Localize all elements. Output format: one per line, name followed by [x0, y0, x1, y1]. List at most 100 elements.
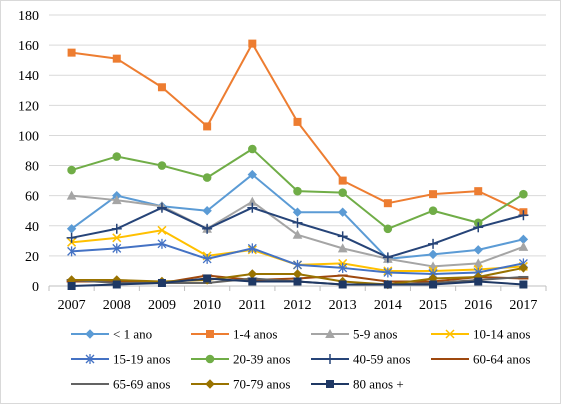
data-point	[157, 161, 167, 170]
data-point	[429, 190, 438, 199]
data-point	[337, 243, 348, 253]
data-point	[428, 206, 438, 216]
legend-item: 40-59 anos	[311, 352, 410, 367]
legend-item: 60-64 anos	[431, 352, 530, 367]
data-point	[247, 269, 258, 279]
y-tick-label: 180	[18, 9, 39, 24]
data-point	[112, 54, 121, 63]
legend-label: 5-9 anos	[353, 327, 397, 342]
x-tick-label: 2009	[148, 298, 176, 313]
data-point	[429, 280, 438, 289]
data-point	[202, 206, 212, 216]
data-point	[338, 176, 347, 185]
x-tick-label: 2016	[464, 298, 492, 313]
legend-label: < 1 ano	[113, 327, 152, 342]
data-point	[247, 169, 258, 180]
legend-marker	[206, 330, 214, 338]
x-tick-label: 2014	[374, 298, 402, 313]
data-point	[338, 188, 347, 197]
data-point	[428, 249, 438, 260]
data-point	[112, 280, 121, 289]
series-6	[66, 202, 529, 263]
series-10	[67, 274, 528, 290]
data-point	[247, 202, 258, 213]
x-tick-label: 2011	[239, 298, 266, 313]
legend-label: 70-79 anos	[233, 377, 290, 392]
series-0	[66, 169, 529, 264]
data-point	[202, 223, 213, 234]
data-point	[428, 238, 439, 249]
data-point	[383, 280, 392, 289]
data-point	[383, 199, 392, 208]
data-point	[156, 202, 167, 213]
x-tick-label: 2013	[329, 298, 357, 313]
data-point	[66, 232, 77, 243]
legend-marker	[326, 380, 334, 388]
y-tick-label: 120	[18, 99, 39, 114]
y-tick-label: 60	[25, 190, 39, 205]
data-point	[157, 83, 166, 92]
legend-label: 15-19 anos	[113, 352, 170, 367]
data-point	[292, 229, 303, 239]
data-point	[248, 277, 257, 286]
data-point	[67, 48, 76, 57]
data-point	[518, 210, 529, 221]
data-point	[383, 267, 393, 278]
data-point	[473, 245, 483, 255]
data-point	[67, 282, 76, 290]
legend-label: 10-14 anos	[473, 327, 530, 342]
legend-item: 10-14 anos	[431, 327, 530, 342]
y-tick-label: 160	[18, 39, 39, 54]
series-group	[66, 39, 529, 290]
legend-item: 80 anos +	[311, 377, 404, 392]
data-point	[112, 152, 122, 161]
data-point	[157, 225, 167, 235]
legend-item: 70-79 anos	[191, 377, 290, 392]
legend-marker	[85, 329, 95, 339]
legend-item: 15-19 anos	[71, 352, 170, 367]
x-tick-label: 2008	[103, 298, 131, 313]
data-point	[338, 262, 348, 273]
data-point	[474, 187, 483, 196]
data-point	[111, 195, 122, 205]
legend-item: < 1 ano	[71, 327, 152, 342]
data-point	[474, 277, 483, 286]
legend-marker	[85, 354, 95, 364]
data-point	[248, 39, 257, 48]
x-tick-label: 2017	[509, 298, 537, 313]
data-point	[293, 259, 302, 270]
legend-marker	[205, 354, 215, 364]
legend-label: 65-69 anos	[113, 377, 170, 392]
data-point	[292, 207, 303, 217]
data-point	[293, 186, 302, 196]
legend-item: 1-4 anos	[191, 327, 277, 342]
data-point	[203, 122, 212, 131]
data-point	[383, 224, 393, 234]
legend-label: 1-4 anos	[233, 327, 277, 342]
legend-item: 65-69 anos	[71, 377, 170, 392]
data-point	[518, 263, 529, 273]
data-point	[67, 165, 76, 175]
data-point	[473, 222, 484, 233]
data-point	[202, 253, 212, 264]
data-point	[337, 231, 348, 242]
data-point	[202, 173, 212, 182]
data-point	[66, 224, 77, 234]
data-point	[518, 241, 529, 251]
gridlines	[49, 14, 546, 257]
data-point	[112, 243, 122, 254]
data-point	[157, 238, 167, 249]
legend-item: 5-9 anos	[311, 327, 397, 342]
data-point	[247, 243, 257, 254]
y-tick-label: 100	[18, 129, 39, 144]
y-tick-label: 80	[25, 160, 39, 175]
data-point	[519, 189, 528, 199]
data-point	[112, 233, 122, 243]
legend: < 1 ano 1-4 anos 5-9 anos 10-14 anos 15-19 a…	[71, 327, 530, 392]
data-point	[338, 280, 347, 289]
legend-label: 20-39 anos	[233, 352, 290, 367]
x-tick-label: 2007	[58, 298, 86, 313]
data-point	[382, 252, 393, 263]
